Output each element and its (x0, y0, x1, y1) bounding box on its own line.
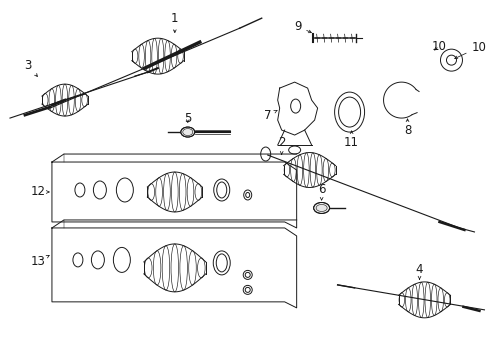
Text: 1: 1 (171, 12, 178, 32)
Text: 5: 5 (183, 112, 191, 125)
Text: 4: 4 (415, 264, 423, 279)
Ellipse shape (313, 202, 329, 213)
Text: 3: 3 (24, 59, 38, 76)
Text: 9: 9 (293, 20, 311, 33)
Text: 7: 7 (264, 109, 276, 122)
Text: 10: 10 (454, 41, 486, 59)
Text: 2: 2 (277, 136, 285, 154)
Text: 6: 6 (317, 184, 325, 200)
Ellipse shape (181, 127, 194, 137)
Text: 13: 13 (30, 255, 49, 269)
Text: 11: 11 (344, 131, 358, 149)
Text: 8: 8 (403, 119, 410, 136)
Text: 12: 12 (30, 185, 49, 198)
Text: 10: 10 (431, 40, 446, 53)
